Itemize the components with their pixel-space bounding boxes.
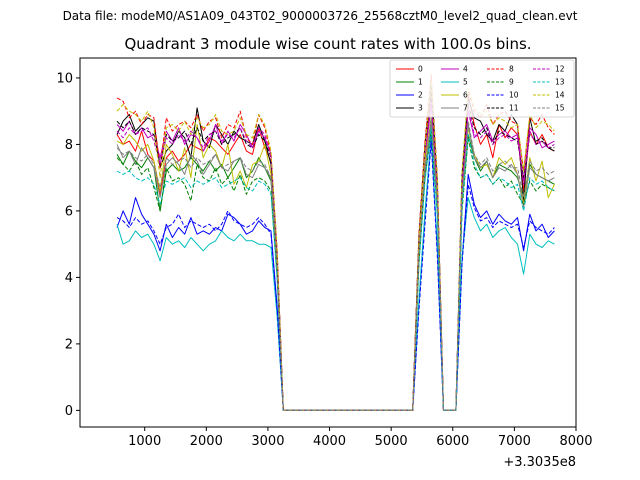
legend-label: 0 [418,65,423,74]
legend-entry-2: 2 [396,91,423,100]
y-tick-label: 10 [56,71,73,86]
legend-label: 2 [418,91,423,100]
legend-frame [389,59,575,118]
series-line-15 [116,117,555,411]
x-tick-label: 5000 [375,434,408,449]
x-tick-label: 8000 [559,434,592,449]
legend-label: 5 [463,78,468,87]
legend-entry-6: 6 [441,91,468,100]
legend-label: 7 [463,104,468,113]
y-tick-label: 2 [65,337,73,352]
legend-label: 6 [463,91,468,100]
legend-entry-3: 3 [396,104,423,113]
x-axis-offset-label: +3.3035e8 [503,455,576,470]
legend-entry-15: 15 [533,104,565,113]
series-line-12 [116,100,555,411]
x-tick-label: 1000 [128,434,161,449]
x-tick-label: 2000 [190,434,223,449]
legend-label: 8 [509,65,514,74]
legend-label: 10 [509,91,519,100]
series-line-7 [116,120,555,411]
series-layer [116,74,555,411]
x-tick-label: 4000 [313,434,346,449]
y-tick-label: 8 [65,138,73,153]
legend-entry-10: 10 [487,91,519,100]
x-tick-label: 3000 [251,434,284,449]
legend-label: 9 [509,78,514,87]
legend-entry-0: 0 [396,65,423,74]
y-tick-label: 0 [65,404,73,419]
series-line-6 [116,117,555,411]
plot-frame [79,57,577,428]
series-line-2 [116,134,555,411]
legend-label: 1 [418,78,423,87]
legend-entry-12: 12 [533,65,565,74]
series-line-4 [116,104,555,411]
legend-entry-14: 14 [533,91,565,100]
legend-entry-5: 5 [441,78,468,87]
x-tick-label: 7000 [498,434,531,449]
legend-label: 4 [463,65,468,74]
legend-label: 15 [555,104,565,113]
legend-entry-4: 4 [441,65,468,74]
legend-entry-7: 7 [441,104,468,113]
legend-label: 11 [509,104,519,113]
y-tick-label: 4 [65,271,73,286]
figure-suptitle: Data file: modeM0/AS1A09_043T02_90000037… [63,9,578,23]
legend-entry-13: 13 [533,78,565,87]
x-axis-ticks: 1000 2000 3000 4000 5000 6000 7000 8000 [128,427,593,449]
y-axis-ticks: 0 2 4 6 8 10 [56,71,80,419]
legend-label: 12 [555,65,565,74]
chart-title: Quadrant 3 module wise count rates with … [124,35,531,53]
legend-entry-11: 11 [487,104,519,113]
legend-entry-8: 8 [487,65,514,74]
legend-label: 13 [555,78,565,87]
legend-entry-9: 9 [487,78,514,87]
legend-label: 3 [418,104,423,113]
y-tick-label: 6 [65,204,73,219]
legend-entry-1: 1 [396,78,423,87]
legend-label: 14 [555,91,565,100]
x-tick-label: 6000 [436,434,469,449]
series-line-9 [116,130,555,411]
